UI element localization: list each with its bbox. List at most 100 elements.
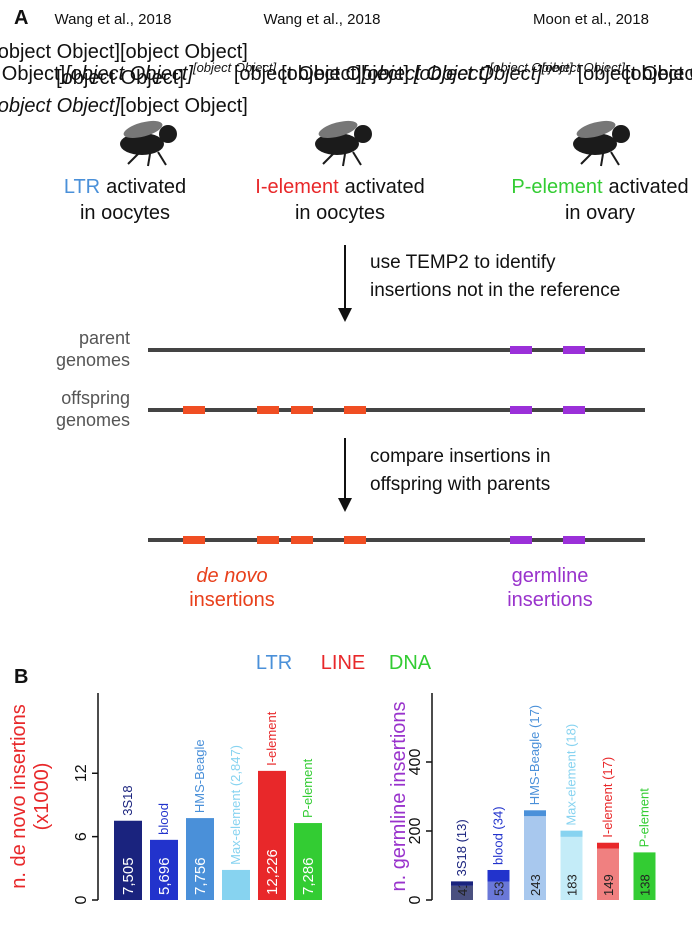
value-label: 138 bbox=[638, 874, 653, 896]
fly-icons bbox=[120, 120, 630, 167]
cross-line: [object Object][object Object] bbox=[0, 95, 248, 117]
activation-word: activated bbox=[609, 176, 689, 198]
bar-segment bbox=[597, 848, 619, 900]
value-label: 7,756 bbox=[192, 857, 209, 895]
fly-icon bbox=[120, 120, 177, 167]
denovo-label: insertions bbox=[189, 589, 275, 611]
citation: Moon et al., 2018 bbox=[533, 11, 649, 28]
cross-line: [object Object][object Object] bbox=[0, 41, 248, 63]
legend-entry: DNA bbox=[389, 652, 432, 674]
cross-part: [object Object] bbox=[120, 95, 248, 117]
value-label: 7,505 bbox=[120, 857, 137, 895]
category-label: P-element bbox=[300, 758, 315, 818]
tissue-label: in oocytes bbox=[295, 202, 385, 224]
cross-part: [object Object] bbox=[361, 63, 490, 85]
category-label: Max-element (18) bbox=[564, 724, 579, 826]
bar bbox=[114, 820, 142, 900]
activation-word: activated bbox=[106, 176, 186, 198]
bar-segment bbox=[560, 830, 583, 837]
y-tick-label: 0 bbox=[73, 895, 90, 904]
bar-segment bbox=[633, 852, 656, 900]
cross-part: [object Object] bbox=[0, 63, 65, 85]
activation-label: LTR activated bbox=[64, 176, 186, 198]
bar-segment bbox=[487, 881, 510, 900]
cross-part: [object Object] bbox=[578, 63, 692, 85]
genomes bbox=[148, 348, 645, 542]
category-label: P-element bbox=[637, 788, 652, 848]
citation: Wang et al., 2018 bbox=[263, 11, 380, 28]
citation: Wang et al., 2018 bbox=[54, 11, 171, 28]
germline-insertion bbox=[510, 536, 532, 544]
cross-line: [object Object][object Object][object Ob… bbox=[0, 60, 692, 85]
germline-label: germline bbox=[512, 565, 589, 587]
category-label: blood (34) bbox=[491, 806, 506, 865]
bar-segment bbox=[524, 810, 546, 817]
cross-part: [object Object] bbox=[56, 67, 184, 89]
arrow-head bbox=[338, 308, 352, 322]
germline-insertion bbox=[563, 536, 585, 544]
germline-insertion bbox=[510, 406, 532, 414]
cross-part: [object Object] bbox=[234, 63, 362, 85]
y-tick-label: 6 bbox=[73, 832, 90, 841]
value-label: 12,226 bbox=[264, 849, 281, 895]
value-label: 53 bbox=[492, 882, 507, 896]
cross-part: [object Object] bbox=[192, 60, 276, 75]
fly-icon bbox=[573, 120, 630, 167]
cross-line: [object Object] bbox=[56, 67, 184, 89]
bar-segment bbox=[524, 816, 546, 900]
y-tick-label: 0 bbox=[407, 895, 424, 904]
cross-part: [object Object] bbox=[625, 63, 692, 85]
step-text: insertions not in the reference bbox=[370, 280, 620, 301]
value-label: 5,696 bbox=[156, 857, 173, 895]
step-text: compare insertions in bbox=[370, 446, 551, 467]
te-name: LTR bbox=[64, 176, 100, 198]
denovo-insertion bbox=[257, 536, 279, 544]
te-name: P-element bbox=[511, 176, 603, 198]
bar-segment bbox=[451, 885, 473, 900]
category-label: HMS-Beagle (17) bbox=[527, 705, 542, 805]
germline-insertion bbox=[510, 346, 532, 354]
denovo-insertion bbox=[183, 536, 205, 544]
denovo-insertion bbox=[344, 406, 366, 414]
y-tick-label: 200 bbox=[407, 818, 424, 845]
genome-label: offspring bbox=[61, 388, 130, 408]
activation-word: activated bbox=[345, 176, 425, 198]
panel-label: B bbox=[14, 666, 28, 688]
tissue-label: in ovary bbox=[565, 202, 635, 224]
value-label: 149 bbox=[601, 874, 616, 896]
genome-label: genomes bbox=[56, 350, 130, 370]
cross-part: [object Object] bbox=[489, 60, 573, 75]
category-label: I-element bbox=[264, 711, 279, 766]
cross-part: [object Object] bbox=[541, 60, 625, 75]
bar bbox=[150, 839, 178, 900]
germline-insertion bbox=[563, 346, 585, 354]
cross-part: [object Object] bbox=[0, 95, 120, 117]
cross-part: [object Object] bbox=[64, 63, 193, 85]
cross-part: [object Object] bbox=[281, 63, 409, 85]
legend-entry: LINE bbox=[321, 652, 365, 674]
y-tick-label: 400 bbox=[407, 749, 424, 776]
cross-part: [object Object] bbox=[120, 41, 248, 63]
bar bbox=[186, 818, 214, 900]
y-axis-label: n. de novo insertions bbox=[8, 704, 30, 889]
cross-line: [object Object][object Object][object Ob… bbox=[234, 60, 692, 85]
category-label: Max-element (2,847) bbox=[228, 745, 243, 865]
activation-label: I-element activated bbox=[255, 176, 424, 198]
fly-icon bbox=[315, 120, 372, 167]
denovo-insertion bbox=[183, 406, 205, 414]
y-tick-label: 12 bbox=[73, 764, 90, 782]
bar bbox=[258, 770, 286, 900]
category-label: I-element (17) bbox=[600, 757, 615, 838]
arrows bbox=[338, 245, 352, 512]
category-label: 3S18 (13) bbox=[454, 819, 469, 876]
denovo-label: de novo bbox=[196, 565, 267, 587]
denovo-insertion bbox=[344, 536, 366, 544]
tissue-label: in oocytes bbox=[80, 202, 170, 224]
germline-insertion bbox=[563, 406, 585, 414]
denovo-insertion bbox=[257, 406, 279, 414]
bar-segment bbox=[560, 836, 583, 900]
category-label: HMS-Beagle bbox=[192, 739, 207, 813]
value-label: 243 bbox=[528, 874, 543, 896]
value-label: 7,286 bbox=[300, 857, 317, 895]
step-text: use TEMP2 to identify bbox=[370, 252, 556, 273]
